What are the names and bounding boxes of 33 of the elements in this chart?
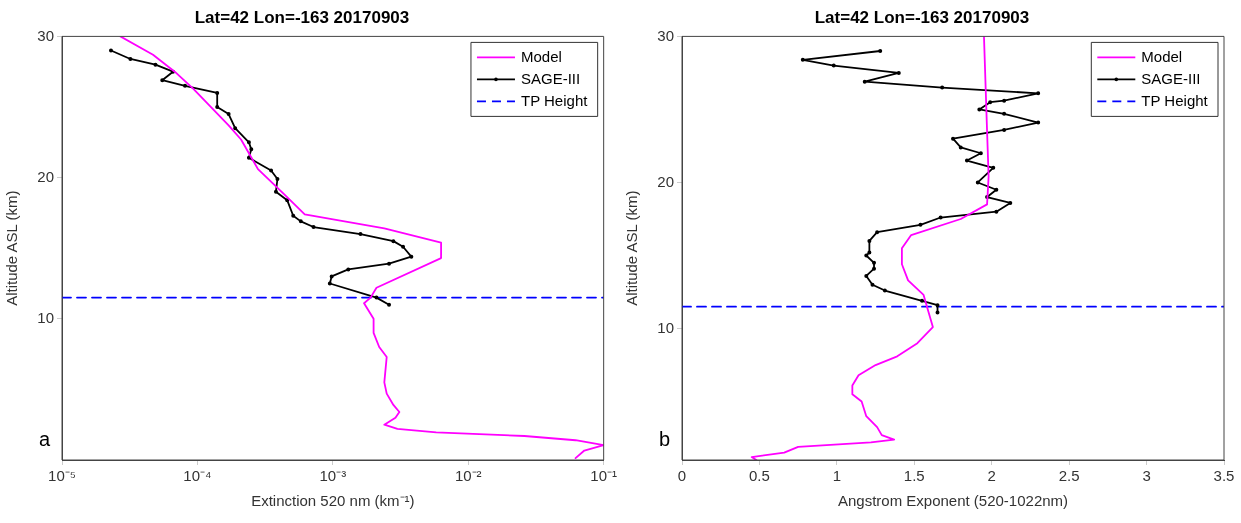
x-tick-label: 10⁻¹ (590, 467, 617, 485)
y-axis-title: Altitude ASL (km) (3, 190, 21, 306)
y-axis-title: Altitude ASL (km) (623, 190, 641, 306)
x-tick-label: 10⁻⁴ (183, 467, 212, 485)
x-tick-label: 10⁻² (454, 467, 482, 485)
x-tick-label: 2 (987, 467, 996, 485)
y-tick-label: 20 (657, 172, 674, 190)
legend-label: TP Height (1141, 91, 1209, 109)
y-tick-label: 10 (37, 308, 54, 326)
x-tick-label: 2.5 (1058, 467, 1080, 485)
legend-label: SAGE-III (1141, 69, 1201, 87)
legend-label: TP Height (520, 91, 589, 109)
legend-label: Model (1141, 47, 1183, 65)
text: a (38, 427, 51, 450)
legend-label: SAGE-III (520, 69, 581, 87)
legend-label: Model (520, 47, 562, 65)
x-tick-label: 1 (832, 467, 842, 485)
x-axis-title: Angstrom Exponent (520-1022nm) (837, 492, 1069, 510)
text: b (658, 427, 670, 450)
x-tick-label: 1.5 (903, 467, 925, 485)
x-tick-label: 3.5 (1213, 467, 1235, 485)
y-tick-label: 10 (657, 318, 674, 336)
x-tick-label: 0.5 (749, 467, 770, 485)
x-tick-label: 10⁻⁵ (48, 467, 76, 485)
x-tick-label: 0 (677, 467, 687, 485)
x-axis-title: Extinction 520 nm (km⁻¹) (251, 492, 415, 510)
y-tick-label: 30 (657, 26, 674, 44)
chart-title: Lat=42 Lon=-163 20170903 (194, 7, 410, 27)
x-tick-label: 3 (1142, 467, 1151, 485)
y-tick-label: 30 (37, 26, 54, 44)
chart-title: Lat=42 Lon=-163 20170903 (814, 7, 1030, 27)
x-tick-label: 10⁻³ (319, 467, 347, 485)
y-tick-label: 20 (37, 167, 54, 185)
